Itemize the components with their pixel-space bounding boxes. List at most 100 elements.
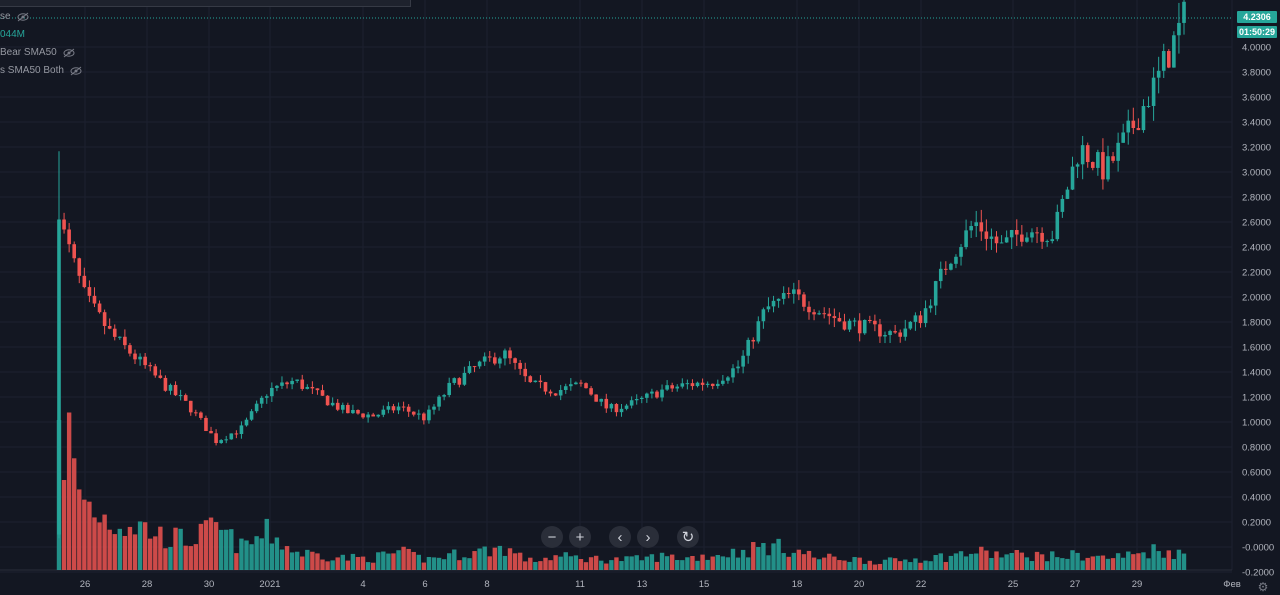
candle-body (57, 219, 61, 535)
candle-body (781, 293, 786, 299)
candle-body (751, 339, 756, 342)
candle-body (477, 361, 482, 367)
candle-body (371, 414, 375, 417)
volume-bar (898, 561, 903, 570)
volume-bar (158, 526, 163, 570)
candle-body (868, 319, 872, 321)
volume-bar (1115, 553, 1121, 570)
candle-body (1131, 120, 1136, 129)
candle-body (153, 366, 158, 376)
settings-gear-icon[interactable]: ⚙ (1257, 580, 1269, 594)
volume-bar (355, 557, 361, 570)
candle-body (954, 256, 958, 264)
y-tick-label: 0.6000 (1242, 468, 1271, 479)
volume-bar (963, 556, 969, 570)
volume-bar (234, 553, 239, 570)
volume-bar (320, 559, 325, 570)
top-toolbar[interactable] (0, 0, 411, 7)
time-axis[interactable]: 26 28 30 2021 4 6 8 11 13 15 18 20 22 25 27 29 Фев (80, 579, 1241, 590)
candle-body (508, 350, 512, 359)
volume-bar (644, 556, 650, 570)
candle-body (538, 380, 543, 383)
hide-eye-icon[interactable] (17, 12, 29, 22)
candle-body (974, 222, 979, 227)
candle-body (366, 414, 370, 418)
candle-body (300, 379, 305, 389)
candle-body (128, 345, 132, 354)
volume-bar (583, 562, 589, 570)
volume-bar (426, 556, 432, 570)
legend-row-bear-sma[interactable]: Bear SMA50 (0, 44, 82, 62)
zoom-out-button[interactable]: − (541, 526, 563, 548)
volume-bar (958, 551, 964, 570)
candle-body (1045, 241, 1049, 243)
volume-bar (72, 458, 77, 570)
candle-body (158, 375, 163, 378)
candle-body (715, 383, 720, 387)
volume-bar (974, 553, 979, 570)
zoom-in-button[interactable]: + (569, 526, 591, 548)
scroll-right-button[interactable]: › (637, 526, 659, 548)
candle-body (584, 383, 588, 389)
y-tick-label: -0.2000 (1242, 568, 1274, 579)
x-tick-label: Фев (1223, 579, 1241, 590)
volume-bar (690, 555, 695, 570)
y-tick-label: 0.4000 (1242, 493, 1271, 504)
volume-bar (816, 559, 822, 570)
volume-bar (421, 562, 427, 570)
candle-body (908, 321, 913, 329)
candle-body (1075, 164, 1080, 167)
candle-body (391, 406, 396, 411)
volume-bar (548, 560, 553, 570)
candle-body (645, 393, 649, 398)
candle-body (736, 366, 740, 369)
volume-bar (198, 523, 204, 570)
y-tick-label: -0.0000 (1242, 543, 1274, 554)
volume-bar (791, 552, 796, 570)
hide-eye-icon[interactable] (63, 48, 75, 58)
volume-bar (664, 556, 670, 570)
volume-bar (517, 552, 523, 570)
candle-body (178, 395, 183, 397)
candle-body (999, 242, 1004, 244)
volume-bar (462, 557, 467, 570)
volume-bar (416, 554, 421, 570)
candle-body (893, 331, 897, 333)
volume-bar (370, 562, 376, 570)
candle-body (786, 293, 791, 295)
candle-body (487, 356, 492, 358)
candle-body (1060, 198, 1065, 212)
volume-bar (669, 554, 675, 570)
volume-bar (300, 556, 305, 570)
volume-bar (441, 559, 447, 570)
candle-body (72, 244, 77, 259)
y-tick-label: 3.8000 (1242, 68, 1271, 79)
volume-bar (705, 559, 710, 570)
candle-body (614, 404, 619, 413)
candle-body (822, 313, 827, 315)
legend-row-both-sma[interactable]: s SMA50 Both (0, 62, 82, 80)
volume-bar (1105, 558, 1111, 570)
volume-bar (188, 546, 193, 570)
candle-body (92, 295, 97, 304)
candle-body (285, 382, 289, 385)
volume-bar (487, 556, 492, 570)
volume-bar (452, 549, 457, 570)
scroll-left-button[interactable]: ‹ (609, 526, 631, 548)
volume-bar (994, 551, 999, 570)
reset-chart-button[interactable]: ↻ (677, 526, 699, 548)
candle-body (918, 315, 923, 324)
candle-body (97, 303, 102, 313)
candle-body (82, 275, 87, 288)
volume-bar (700, 554, 705, 570)
price-axis[interactable]: 4.0000 3.8000 3.6000 3.4000 3.2000 3.0000 2.80… (1242, 43, 1274, 579)
candle-body (898, 332, 903, 337)
volume-bar (654, 561, 660, 570)
legend-row-series[interactable]: se (0, 8, 82, 26)
legend-bear-sma-label: Bear SMA50 (0, 47, 57, 58)
x-tick-label: 25 (1008, 579, 1019, 590)
hide-eye-icon[interactable] (70, 66, 82, 76)
candle-body (680, 383, 685, 387)
volume-bar (766, 555, 771, 570)
